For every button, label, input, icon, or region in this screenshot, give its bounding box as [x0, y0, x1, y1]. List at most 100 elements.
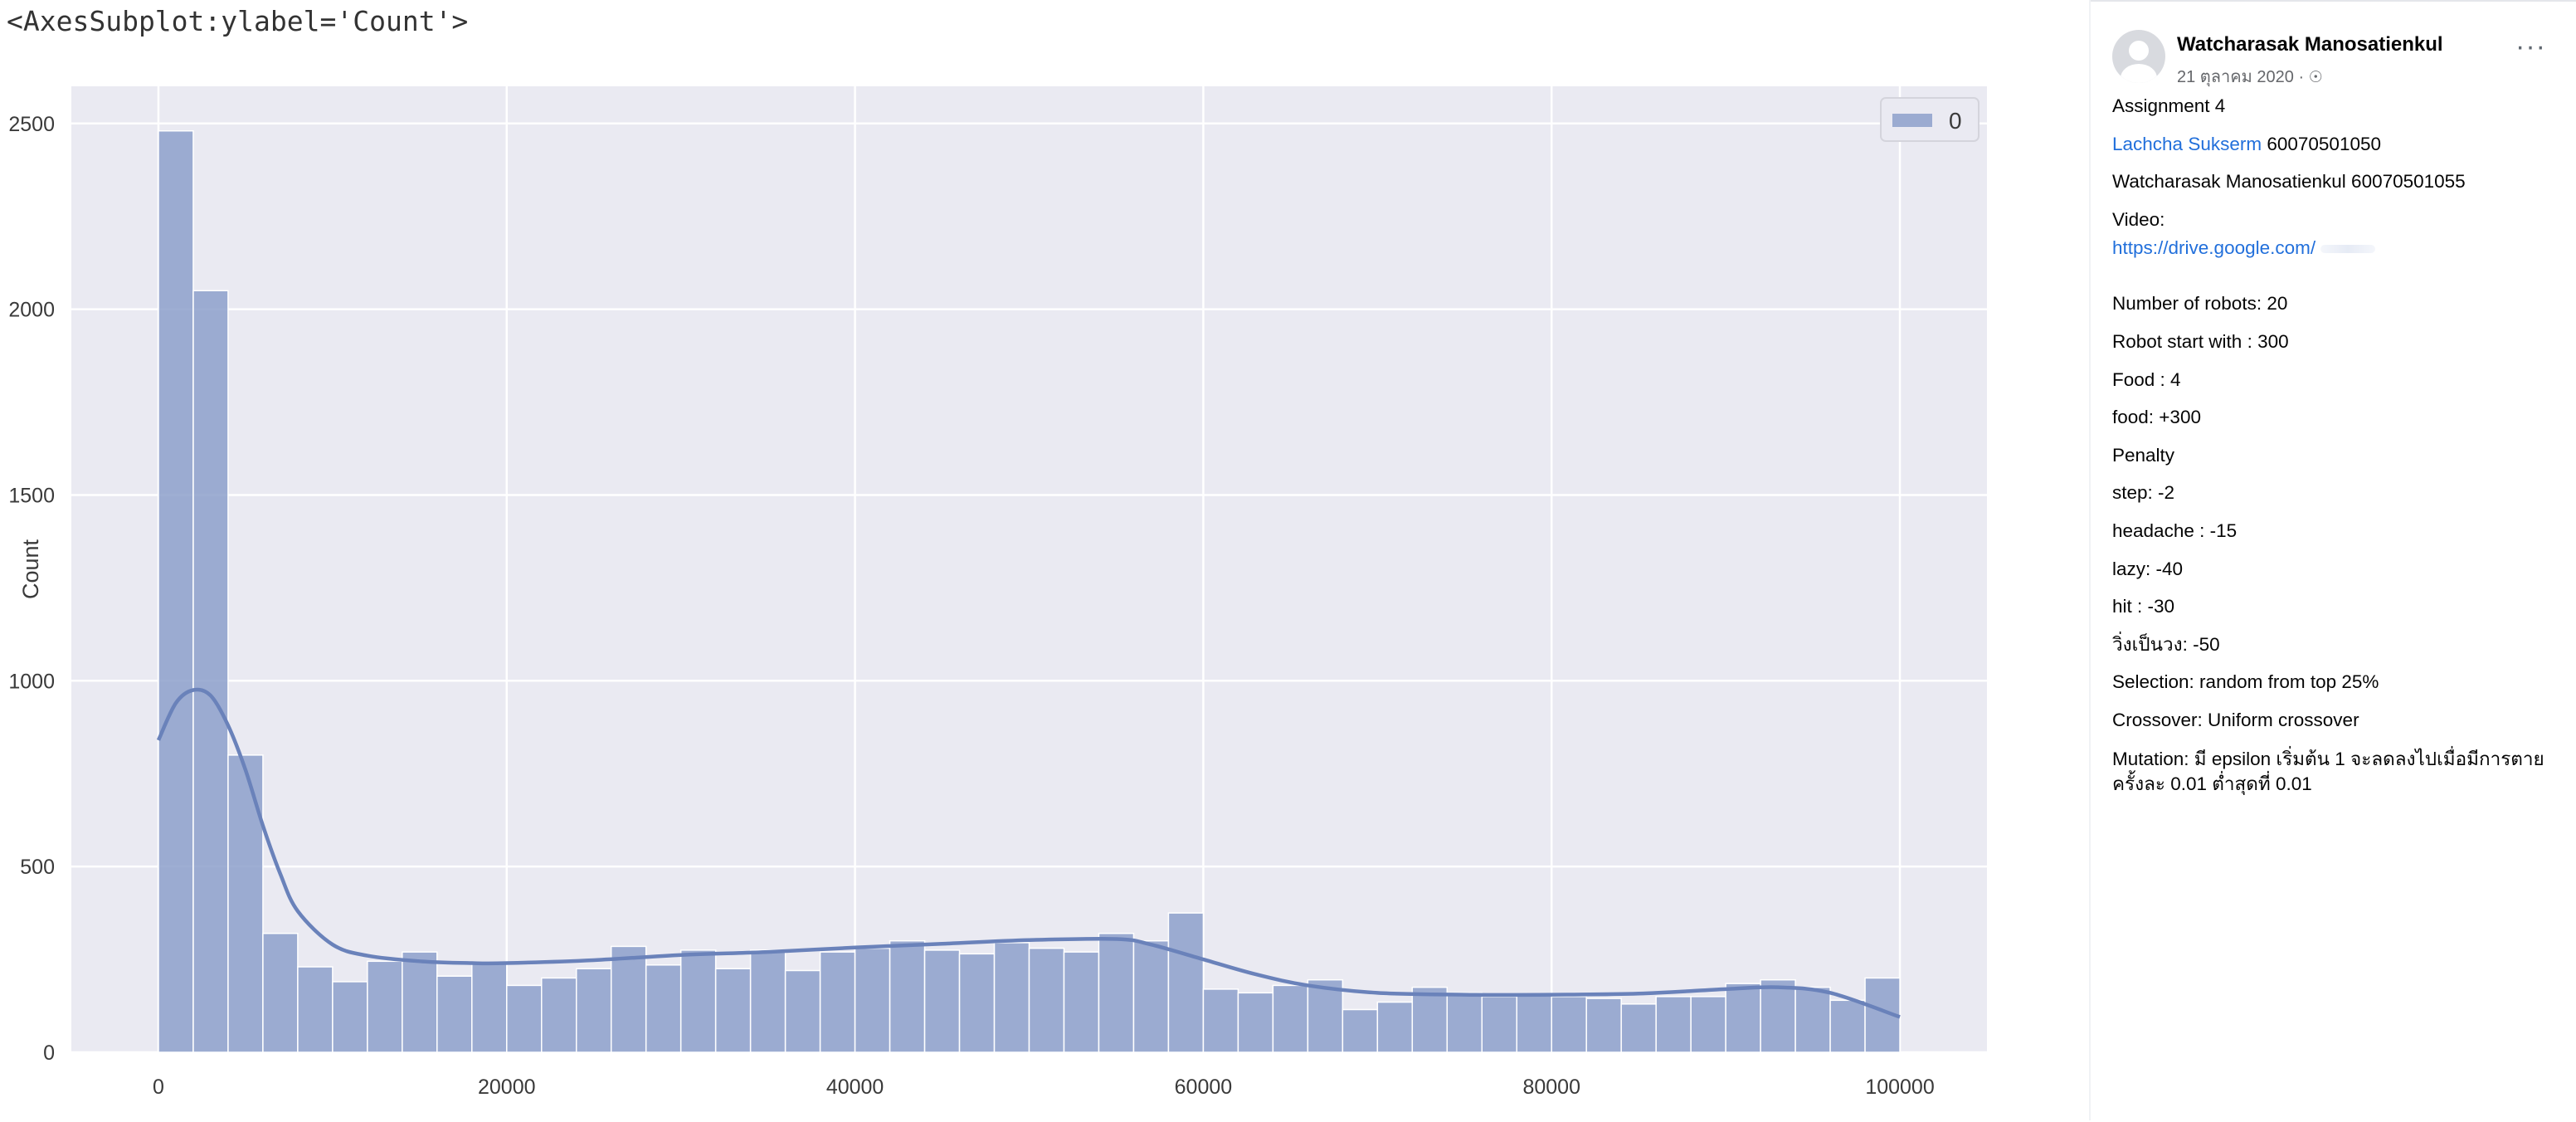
post-line: Number of robots: 20 [2112, 293, 2288, 315]
globe-icon: ☉ [2308, 69, 2323, 86]
y-tick-label: 2500 [8, 113, 55, 136]
histogram-bar [1585, 998, 1622, 1053]
histogram-bar [192, 290, 229, 1053]
histogram-bar [367, 960, 403, 1053]
histogram-bar [784, 969, 821, 1053]
notebook-output: <AxesSubplot:ylabel='Count'> 0 20000 40000… [7, 5, 1987, 1099]
x-tick-label: 100000 [1865, 1076, 1934, 1099]
post-line: วิ่งเป็นวง: -50 [2112, 633, 2220, 655]
post-line: Video: [2112, 208, 2165, 230]
post-line: food: +300 [2112, 407, 2201, 428]
histogram-bar [1481, 996, 1517, 1053]
y-tick-label: 500 [20, 856, 55, 879]
facebook-post: Watcharasak Manosatienkul 21 ตุลาคม 2020… [2091, 0, 2576, 1122]
legend-label: 0 [1949, 108, 1962, 134]
histogram-bar [227, 754, 264, 1053]
histogram-bar [575, 968, 612, 1053]
histogram-bar [506, 984, 543, 1053]
panel-divider [2089, 0, 2091, 1120]
post-line: Lachcha Sukserm 60070501050 [2112, 133, 2560, 171]
mention-link[interactable]: Lachcha Sukserm [2112, 133, 2262, 154]
histogram-bar [1376, 1001, 1414, 1053]
post-line: Food : 4 [2112, 368, 2181, 390]
kde-curve [156, 687, 1901, 1019]
more-options-button[interactable]: ··· [2515, 31, 2546, 62]
x-tick-label: 20000 [478, 1076, 536, 1099]
x-tick-label: 0 [153, 1076, 164, 1099]
post-line: Selection: random from top 25% [2112, 671, 2379, 693]
histogram-bar [1342, 1008, 1379, 1053]
histogram-bar [1411, 986, 1449, 1053]
histogram-bar [1272, 984, 1309, 1053]
histogram-bar [958, 953, 996, 1053]
axes-repr-text: <AxesSubplot:ylabel='Count'> [7, 5, 469, 37]
post-author-name[interactable]: Watcharasak Manosatienkul [2177, 33, 2443, 56]
post-line: step: -2 [2112, 482, 2175, 504]
histogram-bar [1794, 986, 1831, 1053]
post-body: Assignment 4 Lachcha Sukserm 60070501050… [2112, 95, 2560, 797]
y-axis-label: Count [18, 539, 43, 599]
spacer [2112, 274, 2560, 292]
histogram-bar [610, 945, 647, 1053]
histogram-bar [1446, 992, 1483, 1053]
histogram-bar [993, 942, 1030, 1053]
y-tick-label: 1500 [8, 484, 55, 507]
x-tick-label: 80000 [1522, 1076, 1580, 1099]
avatar[interactable] [2112, 30, 2165, 83]
redacted-url-part [2320, 244, 2376, 253]
histogram-bar [402, 951, 438, 1053]
histogram-bar [1620, 1003, 1657, 1053]
histogram-bar [1655, 996, 1692, 1053]
histogram-bar [749, 949, 786, 1053]
histogram-bar [158, 129, 194, 1053]
histogram-bar [1551, 996, 1587, 1053]
post-line: lazy: -40 [2112, 558, 2184, 579]
x-tick-label: 60000 [1175, 1076, 1233, 1099]
y-tick-label: 0 [43, 1042, 55, 1065]
histogram-bar [645, 964, 682, 1053]
post-line: https://drive.google.com/ [2112, 237, 2560, 275]
histogram-bar [923, 949, 961, 1053]
histogram-bar [854, 947, 891, 1053]
y-tick-label: 1000 [8, 670, 55, 693]
histogram-bar [1028, 947, 1065, 1053]
x-tick-label: 40000 [826, 1076, 884, 1099]
histogram-bar [889, 939, 926, 1053]
histogram-bar [1760, 978, 1796, 1053]
histogram-bar [332, 981, 368, 1053]
meta-separator: · [2298, 68, 2305, 86]
histogram-bar [262, 932, 299, 1053]
histogram-bar [1132, 939, 1170, 1053]
histogram-bar [436, 975, 473, 1053]
histogram-bar [1063, 951, 1100, 1053]
histogram-bar [1307, 978, 1344, 1053]
histogram-bar [1516, 993, 1552, 1053]
histogram-chart: 0 20000 40000 60000 80000 100000 0 500 1000 1500 2… [8, 86, 1987, 1099]
avatar-silhouette-icon [2121, 41, 2157, 83]
histogram-bar [541, 977, 577, 1053]
post-line: Penalty [2112, 444, 2175, 466]
post-line: headache : -15 [2112, 520, 2238, 541]
post-date[interactable]: 21 ตุลาคม 2020 [2177, 68, 2294, 86]
post-meta: 21 ตุลาคม 2020 · ☉ [2177, 63, 2323, 90]
histogram-bar [297, 966, 334, 1053]
post-line: Assignment 4 [2112, 95, 2226, 116]
histogram-bar [1167, 912, 1205, 1053]
histogram-bar [714, 968, 752, 1053]
histogram-bar [1237, 992, 1274, 1053]
video-link[interactable]: https://drive.google.com/ [2112, 237, 2316, 258]
histogram-bar [1725, 983, 1761, 1053]
histogram-bar [679, 949, 717, 1053]
legend-swatch [1892, 114, 1932, 127]
histogram-bar [471, 962, 508, 1053]
post-line: hit : -30 [2112, 596, 2175, 617]
post-line: Watcharasak Manosatienkul 60070501055 [2112, 171, 2466, 193]
post-line: Mutation: มี epsilon เริ่มต้น 1 จะลดลงไป… [2112, 748, 2544, 794]
histogram-bar [1202, 988, 1239, 1053]
post-line: Crossover: Uniform crossover [2112, 709, 2359, 730]
post-line: Robot start with : 300 [2112, 330, 2289, 352]
post-line-text: 60070501050 [2262, 133, 2381, 154]
histogram-bar [1690, 996, 1726, 1053]
plot-background [71, 86, 1987, 1052]
histogram-bar [1098, 932, 1135, 1053]
